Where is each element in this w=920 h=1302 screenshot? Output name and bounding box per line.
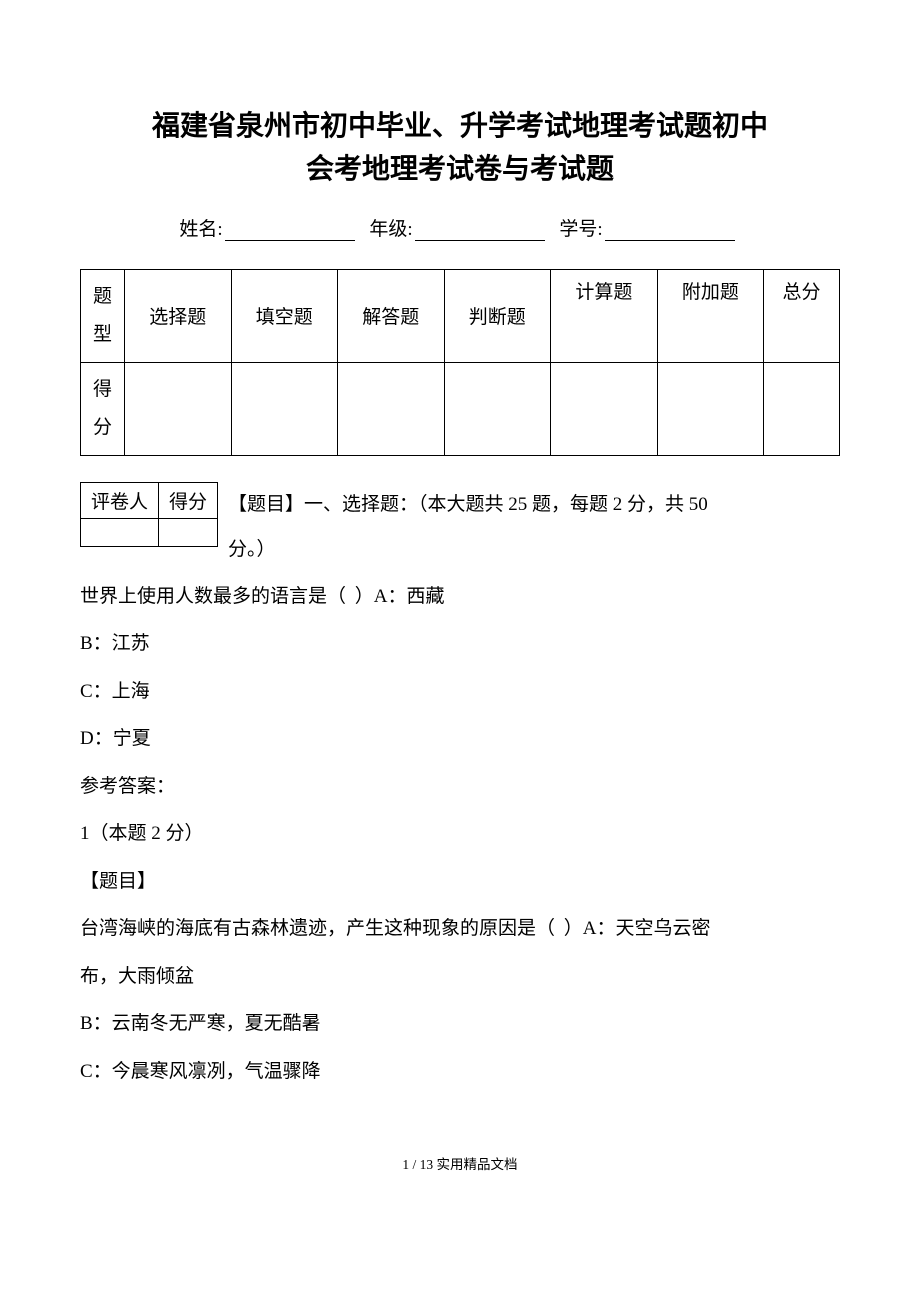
q2-stem-line2: 布，大雨倾盆 — [80, 953, 840, 1001]
name-label: 姓名: — [179, 219, 222, 240]
q2-option-c: C：今晨寒风凛冽，气温骤降 — [80, 1048, 840, 1096]
q1-option-d: D：宁夏 — [80, 715, 840, 763]
row-label-score: 得分 — [81, 362, 125, 455]
table-row: 评卷人 得分 — [81, 482, 218, 518]
name-blank — [225, 223, 355, 241]
grader-label: 评卷人 — [81, 482, 159, 518]
col-header: 附加题 — [657, 269, 764, 362]
col-header: 计算题 — [551, 269, 658, 362]
section-header-block: 评卷人 得分 【题目】一、选择题：（本大题共 25 题，每题 2 分，共 50 … — [80, 482, 840, 573]
score-cell — [764, 362, 840, 455]
col-header: 解答题 — [338, 269, 445, 362]
col-header: 填空题 — [231, 269, 338, 362]
q2-option-b: B：云南冬无严寒，夏无酷暑 — [80, 1000, 840, 1048]
table-row: 得分 — [81, 362, 840, 455]
q1-option-b: B：江苏 — [80, 620, 840, 668]
score-cell — [231, 362, 338, 455]
section-prefix: 【题目】一、选择题：（本大题共 25 题，每题 2 分，共 50 — [228, 494, 708, 515]
score-cell — [338, 362, 445, 455]
score-cell — [159, 518, 218, 546]
document-title: 福建省泉州市初中毕业、升学考试地理考试题初中 会考地理考试卷与考试题 — [80, 105, 840, 192]
q2-heading: 【题目】 — [80, 858, 840, 906]
score-label: 得分 — [159, 482, 218, 518]
score-cell — [551, 362, 658, 455]
score-cell — [657, 362, 764, 455]
score-table: 题型 选择题 填空题 解答题 判断题 计算题 附加题 总分 得分 — [80, 269, 840, 456]
q1-stem: 世界上使用人数最多的语言是（ ）A：西藏 — [80, 573, 840, 621]
score-cell — [125, 362, 232, 455]
title-line-2: 会考地理考试卷与考试题 — [80, 148, 840, 191]
grader-cell — [81, 518, 159, 546]
col-header: 判断题 — [444, 269, 551, 362]
score-cell — [444, 362, 551, 455]
row-label-type: 题型 — [81, 269, 125, 362]
col-header: 选择题 — [125, 269, 232, 362]
title-line-1: 福建省泉州市初中毕业、升学考试地理考试题初中 — [80, 105, 840, 148]
q1-option-c: C：上海 — [80, 668, 840, 716]
q1-answer-line: 1（本题 2 分） — [80, 810, 840, 858]
id-label: 学号: — [559, 219, 602, 240]
page-footer: 1 / 13 实用精品文档 — [80, 1153, 840, 1173]
grade-label: 年级: — [369, 219, 412, 240]
col-header: 总分 — [764, 269, 840, 362]
id-blank — [605, 223, 735, 241]
table-row: 题型 选择题 填空题 解答题 判断题 计算题 附加题 总分 — [81, 269, 840, 362]
q1-answer-label: 参考答案： — [80, 763, 840, 811]
section-suffix: 分。） — [228, 539, 276, 560]
q2-stem-line1: 台湾海峡的海底有古森林遗迹，产生这种现象的原因是（ ）A：天空乌云密 — [80, 905, 840, 953]
grade-blank — [415, 223, 545, 241]
grader-table: 评卷人 得分 — [80, 482, 218, 547]
student-info-line: 姓名: 年级: 学号: — [80, 214, 840, 241]
table-row — [81, 518, 218, 546]
question-body: 世界上使用人数最多的语言是（ ）A：西藏 B：江苏 C：上海 D：宁夏 参考答案… — [80, 573, 840, 1096]
